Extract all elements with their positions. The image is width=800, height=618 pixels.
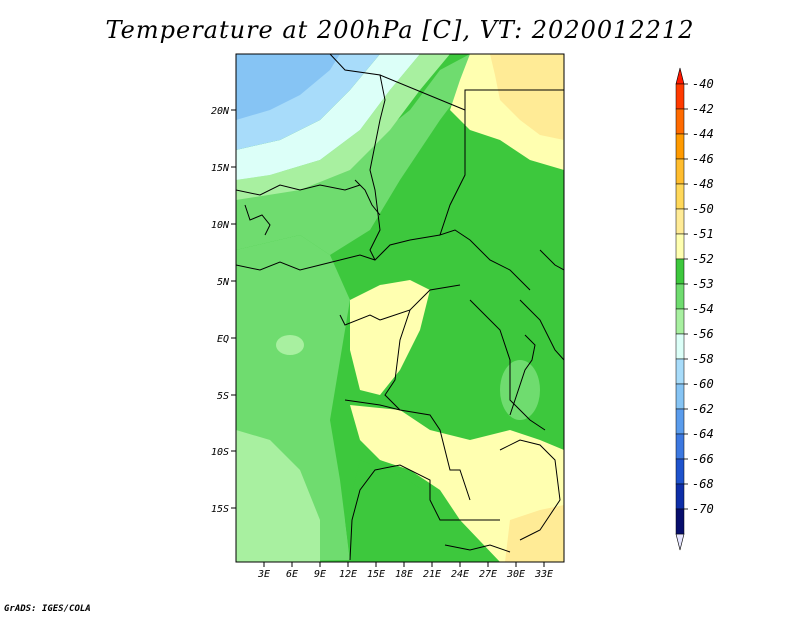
- colorbar-swatch: [675, 483, 685, 510]
- colorbar-swatch: [675, 108, 685, 135]
- contour-50-se: [505, 505, 564, 562]
- colorbar-swatch: [675, 158, 685, 185]
- colorbar-swatch: [675, 258, 685, 285]
- colorbar-label: -68: [692, 477, 714, 491]
- lon-label: 9E: [314, 569, 326, 580]
- colorbar-swatch: [675, 508, 685, 535]
- colorbar-swatch: [675, 433, 685, 460]
- lon-label: 27E: [479, 569, 497, 580]
- lat-label: 15N: [211, 163, 230, 174]
- colorbar: -40 -42 -44 -46 -48 -50 -51 -52 -53 -54 -56 -58 -60 -…: [675, 67, 714, 551]
- lon-label: 33E: [534, 569, 553, 580]
- colorbar-label: -46: [692, 152, 714, 166]
- lat-label: 10N: [211, 220, 230, 231]
- contour-54-nw: [236, 54, 450, 200]
- colorbar-label: -66: [692, 452, 714, 466]
- colorbar-label: -62: [692, 402, 714, 416]
- colorbar-swatch: [675, 458, 685, 485]
- lon-label: 18E: [395, 569, 413, 580]
- lat-label: 10S: [211, 447, 229, 458]
- colorbar-swatch: [675, 233, 685, 260]
- country-borders: [236, 54, 564, 561]
- lat-label: 5S: [217, 391, 229, 402]
- colorbar-label: -42: [692, 102, 714, 116]
- contour-51-central: [350, 280, 430, 395]
- lon-label: 21E: [423, 569, 441, 580]
- colorbar-bottom-cap: [675, 533, 685, 551]
- colorbar-top-cap: [675, 67, 685, 85]
- contour-54b: [236, 54, 420, 180]
- contour-50-ne: [490, 54, 564, 140]
- lon-label: 3E: [257, 569, 270, 580]
- colorbar-label: -52: [692, 252, 714, 266]
- lon-label: 15E: [367, 569, 385, 580]
- lon-label: 12E: [339, 569, 357, 580]
- colorbar-swatch: [675, 208, 685, 235]
- lon-ticks: [263, 562, 545, 567]
- colorbar-swatch: [675, 358, 685, 385]
- colorbar-swatch: [675, 308, 685, 335]
- colorbar-swatch: [675, 183, 685, 210]
- colorbar-label: -60: [692, 377, 714, 391]
- colorbar-label: -44: [692, 127, 714, 141]
- colorbar-swatch: [675, 408, 685, 435]
- lat-labels: 20N 15N 10N 5N EQ 5S 10S 15S: [211, 106, 230, 515]
- lat-label: 20N: [211, 106, 230, 117]
- map-frame: [235, 53, 565, 563]
- colorbar-swatch: [675, 383, 685, 410]
- colorbar-label: -56: [692, 327, 714, 341]
- colorbar-label: -54: [692, 302, 714, 316]
- temperature-field: [236, 54, 564, 562]
- colorbar-swatch: [675, 133, 685, 160]
- colorbar-label: -40: [692, 77, 714, 91]
- lon-labels: 3E 6E 9E 12E 15E 18E 21E 24E 27E 30E 33E: [257, 569, 553, 580]
- colorbar-swatch: [675, 283, 685, 310]
- colorbar-label: -51: [692, 227, 714, 241]
- contour-52-south: [345, 460, 440, 562]
- colorbar-label: -48: [692, 177, 714, 191]
- colorbar-label: -53: [692, 277, 714, 291]
- lat-label: 5N: [217, 277, 230, 288]
- contour-58: [236, 54, 340, 120]
- contour-53-blob1: [276, 335, 304, 355]
- colorbar-label: -64: [692, 427, 714, 441]
- colorbar-label: -50: [692, 202, 714, 216]
- lat-ticks: [231, 109, 236, 509]
- lon-label: 24E: [451, 569, 469, 580]
- contour-53-blob2: [500, 360, 540, 420]
- colorbar-swatch: [675, 83, 685, 110]
- lat-label: 15S: [211, 504, 229, 515]
- lat-label: EQ: [217, 334, 229, 345]
- lon-label: 30E: [506, 569, 525, 580]
- credit-text: GrADS: IGES/COLA: [4, 604, 91, 614]
- chart-title: Temperature at 200hPa [C], VT: 202001221…: [105, 16, 695, 44]
- colorbar-swatch: [675, 333, 685, 360]
- colorbar-label: -58: [692, 352, 714, 366]
- contour-54-west: [236, 430, 320, 562]
- colorbar-label: -70: [692, 502, 714, 516]
- lon-label: 6E: [286, 569, 298, 580]
